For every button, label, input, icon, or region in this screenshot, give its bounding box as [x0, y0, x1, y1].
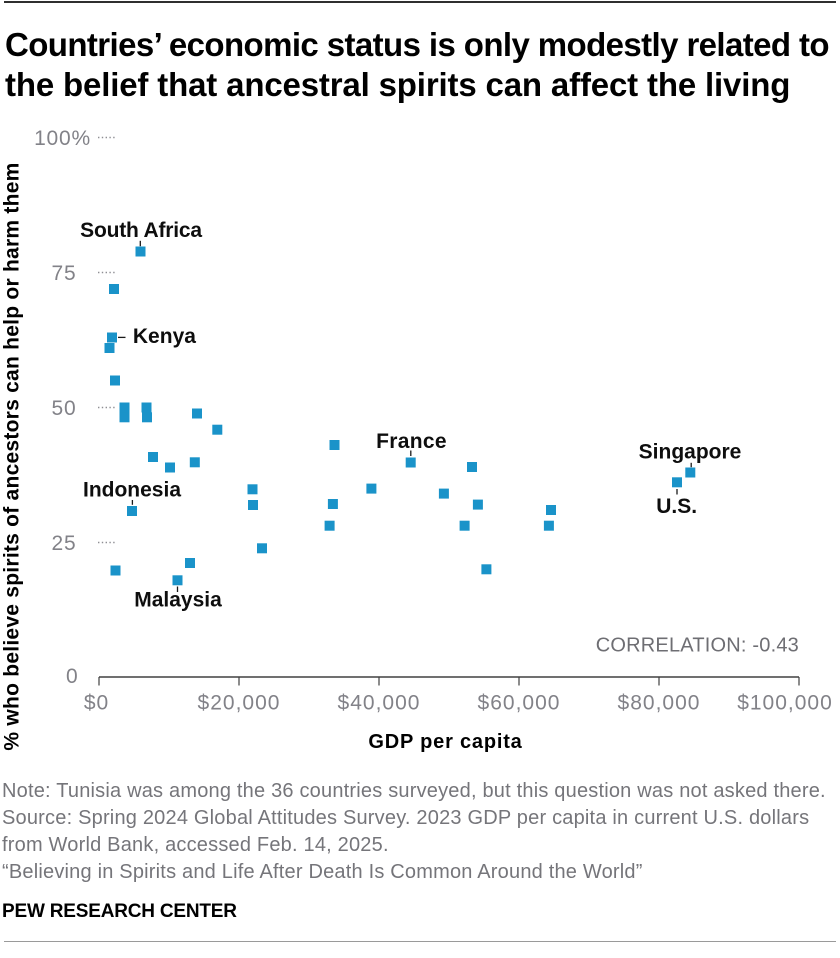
- svg-text:CORRELATION: -0.43: CORRELATION: -0.43: [596, 635, 799, 657]
- svg-text:$20,000: $20,000: [198, 692, 281, 715]
- svg-text:Malaysia: Malaysia: [134, 589, 222, 612]
- svg-text:GDP per capita: GDP per capita: [368, 731, 522, 753]
- svg-text:Singapore: Singapore: [639, 441, 742, 464]
- svg-text:Indonesia: Indonesia: [83, 479, 181, 502]
- svg-text:$80,000: $80,000: [618, 692, 701, 715]
- svg-text:100%: 100%: [34, 127, 91, 150]
- svg-text:0: 0: [66, 665, 78, 688]
- svg-text:$100,000: $100,000: [737, 692, 833, 715]
- svg-text:Kenya: Kenya: [133, 325, 196, 348]
- svg-text:25: 25: [52, 532, 77, 555]
- svg-text:% who believe spirits of ances: % who believe spirits of ancestors can h…: [1, 162, 24, 750]
- svg-text:U.S.: U.S.: [656, 495, 697, 518]
- svg-text:$0: $0: [84, 692, 109, 715]
- svg-text:$60,000: $60,000: [478, 692, 561, 715]
- svg-text:$40,000: $40,000: [338, 692, 421, 715]
- svg-text:75: 75: [52, 262, 77, 285]
- svg-text:South Africa: South Africa: [80, 219, 202, 242]
- svg-text:50: 50: [52, 397, 77, 420]
- svg-text:France: France: [376, 430, 447, 453]
